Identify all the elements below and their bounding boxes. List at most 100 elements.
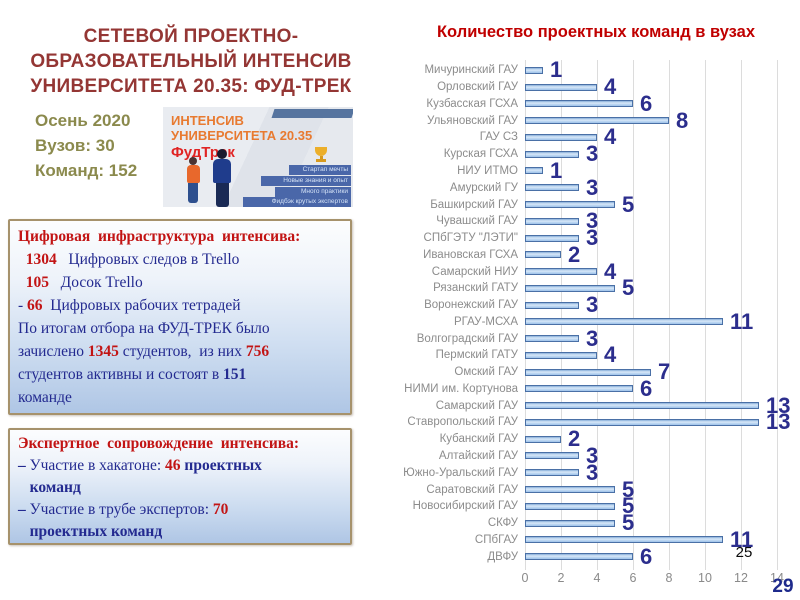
info-line: – Участие в хакатоне: 46 проектных xyxy=(18,455,342,477)
chart-row: Орловский ГАУ 4 xyxy=(395,76,797,98)
chart-row: Чувашский ГАУ 3 xyxy=(395,208,797,234)
value-label: 5 xyxy=(622,476,635,502)
category-label: СПбГАУ xyxy=(474,533,518,546)
value-label: 1 xyxy=(550,157,563,183)
banner-step-label: Стартап мечты xyxy=(289,165,351,175)
x-tick-label: 0 xyxy=(521,571,529,585)
value-label: 11 xyxy=(730,308,754,334)
bar xyxy=(525,251,561,259)
chart-row: Кузбасская ГСХА 6 xyxy=(395,90,797,116)
value-label: 4 xyxy=(604,342,617,368)
bar xyxy=(525,553,633,561)
chart-row: Ставропольский ГАУ 13 xyxy=(395,409,797,435)
bar xyxy=(525,117,669,125)
expert-support-box: Экспертное сопровождение интенсива: – Уча… xyxy=(8,428,352,545)
category-label: Башкирский ГАУ xyxy=(430,198,518,211)
chart-row: НИУ ИТМО 1 xyxy=(395,157,797,183)
category-label: НИУ ИТМО xyxy=(457,164,518,177)
value-label: 4 xyxy=(604,258,617,284)
person-figure-orange xyxy=(185,157,201,203)
bar xyxy=(525,469,579,477)
text-segment: зачислено xyxy=(18,343,88,360)
chart-row: Новосибирский ГАУ 5 xyxy=(395,495,797,517)
promo-banner-image: ИНТЕНСИВ УНИВЕРСИТЕТА 20.35 ФудТрек Стар… xyxy=(163,107,353,207)
value-label: 3 xyxy=(586,225,599,251)
banner-step-label: Новые знания и опыт xyxy=(261,176,351,186)
x-tick-label: 2 xyxy=(557,571,565,585)
value-label: 3 xyxy=(586,459,599,485)
value-label: 6 xyxy=(640,375,653,401)
text-segment: 151 xyxy=(223,366,247,383)
value-label: 5 xyxy=(622,275,635,301)
category-label: Мичуринский ГАУ xyxy=(424,64,518,77)
text-segment: 756 xyxy=(245,343,270,360)
x-tick-label: 4 xyxy=(593,571,601,585)
category-label: Омский ГАУ xyxy=(454,366,518,379)
chart-rows: Мичуринский ГАУ 1 Орловский ГАУ 4 Кузбасская… xyxy=(395,59,797,569)
text-segment: команде xyxy=(18,389,72,406)
bar xyxy=(525,452,579,460)
chart-row: Курская ГСХА 3 xyxy=(395,143,797,165)
category-label: ГАУ СЗ xyxy=(479,131,518,144)
info-line: команд xyxy=(18,477,342,499)
text-segment: Участие в хакатоне: xyxy=(29,457,166,474)
value-label: 3 xyxy=(586,208,599,234)
bar xyxy=(525,234,579,242)
category-label: Волгоградский ГАУ xyxy=(416,332,518,345)
info-line: студентов активны и состоят в 151 xyxy=(18,363,342,386)
bar xyxy=(525,66,543,74)
category-label: Кубанский ГАУ xyxy=(439,433,518,446)
text-segment: - xyxy=(18,297,28,314)
bar xyxy=(525,502,615,510)
text-segment: Участие в трубе экспертов: xyxy=(29,501,213,518)
chart-row: Воронежский ГАУ 3 xyxy=(395,294,797,316)
chart-row: Омский ГАУ 7 xyxy=(395,361,797,383)
bar xyxy=(525,268,597,276)
banner-ribbon xyxy=(271,109,353,118)
text-segment: команд xyxy=(18,479,81,496)
stats-season: Осень 2020 xyxy=(35,111,131,130)
info-line: - 66 Цифровых рабочих тетрадей xyxy=(18,294,342,317)
info-line: 105 Досок Trello xyxy=(18,271,342,294)
chart-row: Южно-Уральский ГАУ 3 xyxy=(395,459,797,485)
bar xyxy=(525,150,579,158)
value-label: 6 xyxy=(640,543,653,569)
category-label: Чувашский ГАУ xyxy=(436,215,518,228)
text-segment: 70 xyxy=(212,501,229,518)
bar xyxy=(525,217,579,225)
chart-row: СКФУ 5 xyxy=(395,512,797,534)
text-segment xyxy=(18,251,26,268)
bar xyxy=(525,385,633,393)
chart-row: СПбГАУ 11 xyxy=(395,528,797,550)
category-label: СКФУ xyxy=(487,517,518,530)
category-label: ДВФУ xyxy=(487,550,518,563)
chart-row: Алтайский ГАУ 3 xyxy=(395,442,797,468)
value-label: 3 xyxy=(586,442,599,468)
category-label: Кузбасская ГСХА xyxy=(426,97,518,110)
intensive-stats: Осень 2020 Вузов: 30 Команд: 152 xyxy=(35,108,137,183)
text-segment: 105 xyxy=(25,274,49,291)
category-label: Ивановская ГСХА xyxy=(423,248,518,261)
stats-universities: Вузов: 30 xyxy=(35,136,115,155)
bar xyxy=(525,83,597,91)
x-tick-label: 6 xyxy=(629,571,637,585)
value-label: 13 xyxy=(766,409,791,435)
category-label: Ульяновский ГАУ xyxy=(427,114,518,127)
category-label: НИМИ им. Кортунова xyxy=(404,382,518,395)
value-label: 3 xyxy=(586,325,599,351)
value-label: 13 xyxy=(766,392,791,418)
text-segment: студентов активны и состоят в xyxy=(18,366,224,383)
category-label: Ставропольский ГАУ xyxy=(407,416,518,429)
page-title-line2: ОБРАЗОВАТЕЛЬНЫЙ ИНТЕНСИВ xyxy=(30,51,352,72)
banner-heading-line2: УНИВЕРСИТЕТА 20.35 xyxy=(171,128,313,143)
x-tick-label: 10 xyxy=(698,571,712,585)
category-label: Рязанский ГАТУ xyxy=(433,282,518,295)
stats-teams: Команд: 152 xyxy=(35,161,138,180)
category-label: Орловский ГАУ xyxy=(437,81,518,94)
text-segment: Досок Trello xyxy=(49,274,143,291)
category-label: Самарский ГАУ xyxy=(435,399,518,412)
bar xyxy=(525,402,759,410)
bar xyxy=(525,284,615,292)
value-label: 6 xyxy=(640,90,653,116)
page-title-line1: СЕТЕВОЙ ПРОЕКТНО- xyxy=(83,26,299,47)
